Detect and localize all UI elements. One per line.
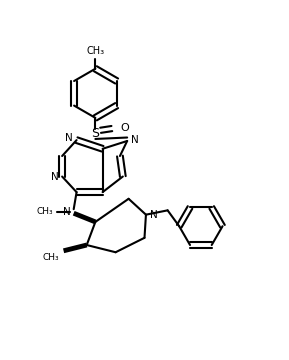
Text: N: N: [150, 210, 158, 220]
Text: CH₃: CH₃: [36, 207, 53, 216]
Text: N: N: [65, 134, 73, 143]
Text: N: N: [51, 171, 59, 181]
Text: N: N: [63, 207, 71, 216]
Text: O: O: [120, 123, 129, 133]
Text: CH₃: CH₃: [86, 46, 104, 56]
Text: CH₃: CH₃: [42, 253, 59, 262]
Text: S: S: [91, 127, 99, 140]
Text: N: N: [131, 135, 139, 145]
